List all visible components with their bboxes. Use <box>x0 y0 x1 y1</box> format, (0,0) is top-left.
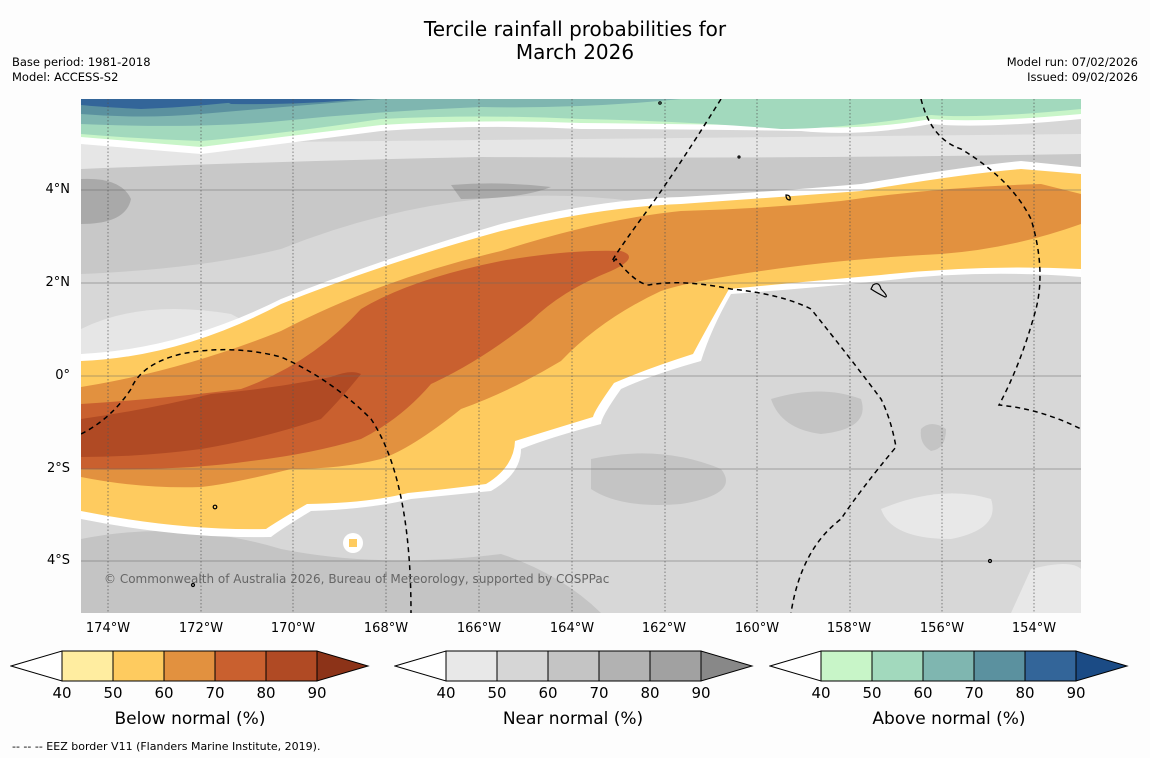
x-tick-label: 164°W <box>549 621 595 636</box>
colorbar-segment <box>61 650 114 682</box>
above-normal-80-90 <box>81 99 261 109</box>
model-run: Model run: 07/02/2026 <box>1006 55 1138 69</box>
isolated-patch <box>349 539 357 547</box>
colorbar-segment <box>163 650 216 682</box>
meta-right: Model run: 07/02/2026 Issued: 09/02/2026 <box>1007 55 1138 85</box>
base-period: Base period: 1981-2018 <box>12 55 151 69</box>
near-normal-patch-small <box>920 424 946 451</box>
near-normal-patch-mid <box>591 453 726 505</box>
colorbar-segment <box>496 650 549 682</box>
colorbar-tick: 80 <box>256 684 276 702</box>
near-normal-light-north-strip <box>81 134 1081 169</box>
model-name: Model: ACCESS-S2 <box>12 70 119 84</box>
colorbar-segment <box>265 650 318 682</box>
y-tick-label: 2°S <box>46 461 70 476</box>
colorbar-tick: 60 <box>154 684 174 702</box>
colorbar-tick: 90 <box>307 684 327 702</box>
colorbar-tick: 50 <box>103 684 123 702</box>
near-normal-light-patch-se <box>1011 564 1081 613</box>
near-normal-patch-south <box>81 531 601 613</box>
near-normal-dark-patch-n <box>451 183 551 199</box>
x-tick-label: 166°W <box>456 621 502 636</box>
colorbar-segment <box>973 650 1026 682</box>
x-tick-label: 154°W <box>1011 621 1057 636</box>
map-copyright: © Commonwealth of Australia 2026, Bureau… <box>104 572 610 586</box>
eez-borders <box>81 99 1081 613</box>
title-line-2: March 2026 <box>515 40 635 64</box>
colorbar-near-normal <box>394 650 754 682</box>
longitude-gridlines <box>107 99 1035 613</box>
colorbar-high-arrow <box>316 650 370 682</box>
colorbar-high-arrow <box>1075 650 1129 682</box>
colorbar-low-arrow <box>394 650 447 682</box>
y-tick-label: 0° <box>55 368 70 383</box>
meta-left: Base period: 1981-2018 Model: ACCESS-S2 <box>12 55 151 85</box>
colorbar-tick: 40 <box>52 684 72 702</box>
x-tick-label: 174°W <box>85 621 131 636</box>
issued-date: Issued: 09/02/2026 <box>1027 70 1138 84</box>
colorbar-below-normal <box>10 650 370 682</box>
colorbar-segment <box>214 650 267 682</box>
x-tick-label: 160°W <box>734 621 780 636</box>
colorbar-tick: 40 <box>436 684 456 702</box>
colorbar-tick: 40 <box>811 684 831 702</box>
colorbar-tick: 90 <box>691 684 711 702</box>
below-normal-80-90 <box>81 372 361 457</box>
near-normal-light-patch-east <box>881 493 993 539</box>
colorbar-tick: 90 <box>1066 684 1086 702</box>
colorbar-segment <box>922 650 975 682</box>
map-panel <box>81 99 1081 613</box>
colorbar-segment <box>445 650 498 682</box>
title-line-1: Tercile rainfall probabilities for <box>423 17 727 41</box>
y-tick-label: 4°S <box>46 553 70 568</box>
colorbar-tick: 70 <box>589 684 609 702</box>
colorbar-tick: 80 <box>640 684 660 702</box>
colorbar-segment <box>547 650 600 682</box>
colorbar-low-arrow <box>769 650 822 682</box>
colorbar-tick: 70 <box>205 684 225 702</box>
near-normal-patch-east <box>771 391 863 434</box>
colorbar-title-below: Below normal (%) <box>114 709 266 729</box>
colorbar-title-near: Near normal (%) <box>502 709 644 729</box>
colorbar-high-arrow <box>700 650 754 682</box>
colorbar-tick: 70 <box>964 684 984 702</box>
y-tick-label: 2°N <box>45 275 71 290</box>
colorbar-title-above: Above normal (%) <box>872 709 1026 729</box>
colorbar-segment <box>649 650 702 682</box>
x-tick-label: 156°W <box>919 621 965 636</box>
colorbar-segment <box>1024 650 1077 682</box>
x-tick-label: 158°W <box>826 621 872 636</box>
colorbar-low-arrow <box>10 650 63 682</box>
colorbar-segment <box>871 650 924 682</box>
eez-footnote: -- -- -- EEZ border V11 (Flanders Marine… <box>12 740 321 753</box>
x-tick-label: 170°W <box>270 621 316 636</box>
map-canvas <box>81 99 1081 613</box>
colorbar-above-normal <box>769 650 1129 682</box>
colorbar-tick: 60 <box>538 684 558 702</box>
above-normal-80-90-b <box>221 99 361 105</box>
colorbar-segment <box>112 650 165 682</box>
x-tick-label: 162°W <box>641 621 687 636</box>
colorbar-tick: 50 <box>487 684 507 702</box>
y-tick-label: 4°N <box>45 182 71 197</box>
colorbar-tick: 80 <box>1015 684 1035 702</box>
near-normal-north-band <box>81 139 1081 274</box>
x-tick-label: 168°W <box>363 621 409 636</box>
chart-title: Tercile rainfall probabilities for March… <box>0 18 1150 64</box>
colorbar-segment <box>820 650 873 682</box>
island-outlines <box>190 101 993 588</box>
latitude-gridlines <box>81 189 1081 562</box>
colorbar-tick: 50 <box>862 684 882 702</box>
colorbar-tick: 60 <box>913 684 933 702</box>
colorbar-segment <box>598 650 651 682</box>
x-tick-label: 172°W <box>178 621 224 636</box>
